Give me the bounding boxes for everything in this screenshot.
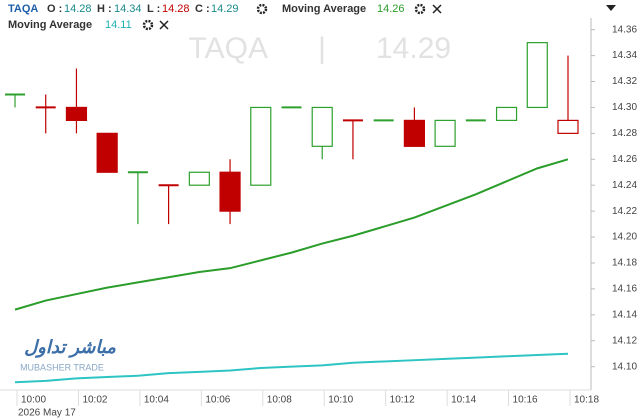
legend-value: 14.26 [377, 3, 405, 15]
ohlc-value: 14.28 [64, 3, 92, 15]
y-tick-label: 14.34 [612, 50, 637, 61]
y-tick-label: 14.26 [612, 154, 637, 165]
x-tick-label: 10:18 [574, 395, 599, 406]
header: TAQA O : 14.28 H : 14.34 L : 14.28 C : 1… [8, 3, 616, 31]
symbol: TAQA [8, 3, 38, 15]
x-tick-label: 10:02 [82, 395, 107, 406]
logo-arabic: مباشر تداول [24, 337, 116, 358]
ohlc-value: 14.28 [162, 3, 190, 15]
candle-body [434, 119, 456, 147]
y-tick-label: 14.24 [612, 180, 637, 191]
settings-icon[interactable] [142, 19, 154, 31]
y-tick-label: 14.14 [612, 309, 637, 320]
close-icon[interactable] [432, 4, 442, 14]
y-tick-label: 14.12 [612, 335, 637, 346]
ohlc-label: L : [147, 3, 160, 15]
candle-body [219, 171, 241, 212]
ohlc-label: C : [195, 3, 210, 15]
legend-label: Moving Average [8, 19, 92, 31]
x-tick-label: 10:08 [267, 395, 292, 406]
watermark: TAQA | 14.29 [189, 32, 452, 65]
ohlc-label: H : [97, 3, 112, 15]
x-tick-label: 10:16 [513, 395, 538, 406]
y-tick-label: 14.18 [612, 258, 637, 269]
y-tick-label: 14.22 [612, 206, 637, 217]
y-tick-label: 14.10 [612, 361, 637, 372]
y-tick-label: 14.30 [612, 102, 637, 113]
candle-body [557, 119, 579, 134]
x-tick-label: 10:00 [21, 395, 46, 406]
x-tick-label: 10:06 [205, 395, 230, 406]
settings-icon[interactable] [256, 3, 268, 15]
legend-label: Moving Average [282, 3, 366, 15]
watermark-separator: | [318, 32, 326, 65]
candle-body [403, 119, 425, 147]
watermark-price: 14.29 [376, 32, 451, 65]
x-tick-label: 10:12 [390, 395, 415, 406]
x-tick-label: 10:04 [144, 395, 169, 406]
logo-latin: MUBASHER TRADE [20, 362, 104, 372]
moving-average-line [14, 352, 569, 384]
candle-body [526, 42, 548, 109]
x-tick-label: 10:10 [328, 395, 353, 406]
ohlc-value: 14.34 [114, 3, 142, 15]
candle-body [495, 106, 518, 121]
logo: مباشر تداول MUBASHER TRADE [20, 337, 116, 373]
moving-average-line [14, 158, 569, 311]
date-label: 2026 May 17 [18, 408, 76, 419]
candle-body [311, 106, 333, 147]
settings-icon[interactable] [414, 3, 426, 15]
menu-arrow[interactable] [606, 5, 616, 11]
ohlc-value: 14.29 [211, 3, 239, 15]
watermark-symbol: TAQA [189, 32, 268, 65]
y-tick-label: 14.20 [612, 232, 637, 243]
candle-body [188, 171, 210, 186]
candle-body [65, 106, 88, 121]
legend-value: 14.11 [105, 19, 132, 31]
y-tick-label: 14.28 [612, 128, 637, 139]
close-icon[interactable] [159, 20, 169, 30]
y-tick-label: 14.36 [612, 24, 637, 35]
candle-body [96, 132, 118, 173]
candle-body [250, 106, 272, 186]
x-tick-label: 10:14 [451, 395, 476, 406]
ohlc-label: O : [47, 3, 62, 15]
y-tick-label: 14.16 [612, 284, 637, 295]
y-tick-label: 14.32 [612, 76, 637, 87]
